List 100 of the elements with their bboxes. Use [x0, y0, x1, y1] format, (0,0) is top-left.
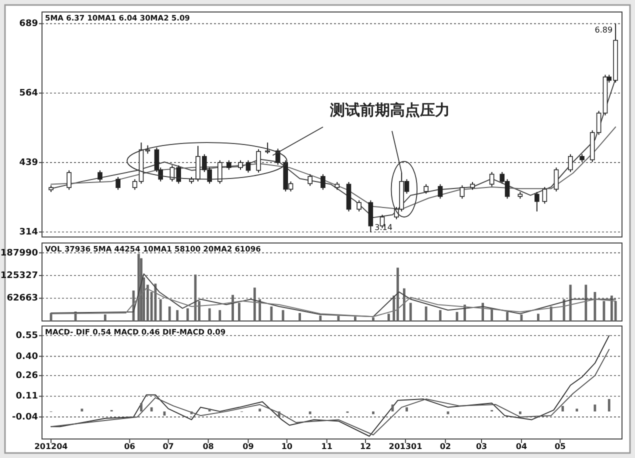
bar [388, 314, 390, 321]
bar [140, 258, 142, 321]
y-tick-label: 689 [19, 19, 38, 30]
bar [562, 406, 564, 412]
bar [159, 299, 162, 321]
candlestick [489, 172, 494, 187]
bar [238, 302, 240, 321]
candlestick [98, 170, 102, 182]
bar [569, 284, 572, 321]
bar [608, 399, 610, 412]
x-tick-label: 201301 [388, 442, 423, 452]
candlestick [356, 200, 362, 212]
y-tick-label: 0.26 [16, 371, 38, 382]
bar [402, 288, 406, 321]
bar [137, 254, 140, 321]
candlestick [554, 167, 559, 192]
bar [176, 310, 179, 321]
candlestick [238, 160, 243, 170]
bar [278, 411, 280, 417]
bar [576, 408, 578, 412]
line-series [50, 126, 616, 210]
y-tick-label: 0.11 [16, 392, 38, 402]
candlestick [66, 170, 72, 190]
y-tick-label: 187990 [0, 248, 38, 258]
bar [594, 404, 596, 412]
x-tick-label: 201204 [34, 442, 68, 452]
candlestick [132, 178, 138, 190]
bar [372, 317, 374, 321]
bar [218, 310, 222, 321]
x-tick-label: 11 [321, 442, 333, 452]
y-tick-label: 314 [19, 227, 38, 238]
candlestick [320, 174, 326, 190]
bar [409, 302, 412, 321]
y-tick-label: 62663 [6, 294, 38, 304]
bar [537, 314, 540, 321]
bar [80, 408, 84, 412]
candlestick [308, 174, 312, 186]
candlestick [265, 142, 270, 154]
bar [550, 306, 552, 321]
bar [610, 296, 613, 321]
line-series [50, 288, 616, 318]
bar [298, 313, 301, 321]
candlestick [438, 184, 443, 200]
candlestick [368, 200, 374, 232]
bar [406, 407, 408, 412]
x-tick-label: 10 [281, 442, 293, 452]
bar [391, 404, 394, 412]
bar [163, 411, 166, 416]
bar [594, 292, 596, 321]
candlestick [116, 176, 120, 190]
x-tick-label: 07 [162, 442, 174, 452]
bar [186, 308, 189, 321]
bar [140, 403, 142, 412]
y-tick-label: 564 [19, 88, 38, 99]
annotation: 测试前期高点压力 [329, 100, 450, 119]
bar [396, 268, 399, 321]
y-tick-label: 0.55 [16, 331, 38, 342]
candlestick [542, 186, 548, 204]
bar [319, 316, 322, 321]
x-tick-label: 03 [476, 442, 488, 452]
bar [154, 284, 157, 321]
bar [168, 306, 171, 321]
candlestick [534, 192, 540, 212]
bar [308, 411, 312, 414]
y-tick-label: 439 [19, 158, 38, 168]
bar [270, 306, 273, 321]
line-series [50, 273, 616, 318]
annotation: 6.89 [594, 25, 613, 34]
y-tick-label: 125327 [0, 270, 38, 281]
bar [372, 411, 374, 414]
bar [506, 312, 508, 321]
candlestick [226, 160, 232, 170]
bar [194, 274, 197, 321]
x-tick-label: 08 [202, 442, 214, 452]
bar [354, 316, 356, 321]
bar [258, 408, 262, 412]
x-tick-label: 06 [124, 442, 136, 452]
x-tick-label: 12 [360, 442, 372, 452]
bar [490, 308, 494, 321]
x-tick-label: 05 [554, 442, 566, 452]
bar [208, 308, 211, 321]
bar [424, 306, 428, 321]
bar [232, 294, 234, 321]
candlestick [256, 148, 261, 174]
bar [584, 284, 588, 321]
bar [518, 411, 522, 414]
bar [253, 288, 256, 321]
y-tick-label: -0.04 [12, 412, 38, 422]
candlestick [246, 160, 251, 174]
annotation: 3.14 [374, 223, 392, 232]
candlestick [460, 184, 465, 200]
candlestick [217, 160, 222, 184]
bar [104, 314, 106, 321]
y-tick-label: 0.40 [16, 352, 38, 362]
candlestick [424, 184, 428, 194]
candlestick [568, 154, 573, 172]
x-tick-label: 09 [242, 442, 254, 452]
bar [208, 408, 211, 412]
x-tick-label: 02 [440, 442, 451, 452]
bar [150, 407, 153, 412]
